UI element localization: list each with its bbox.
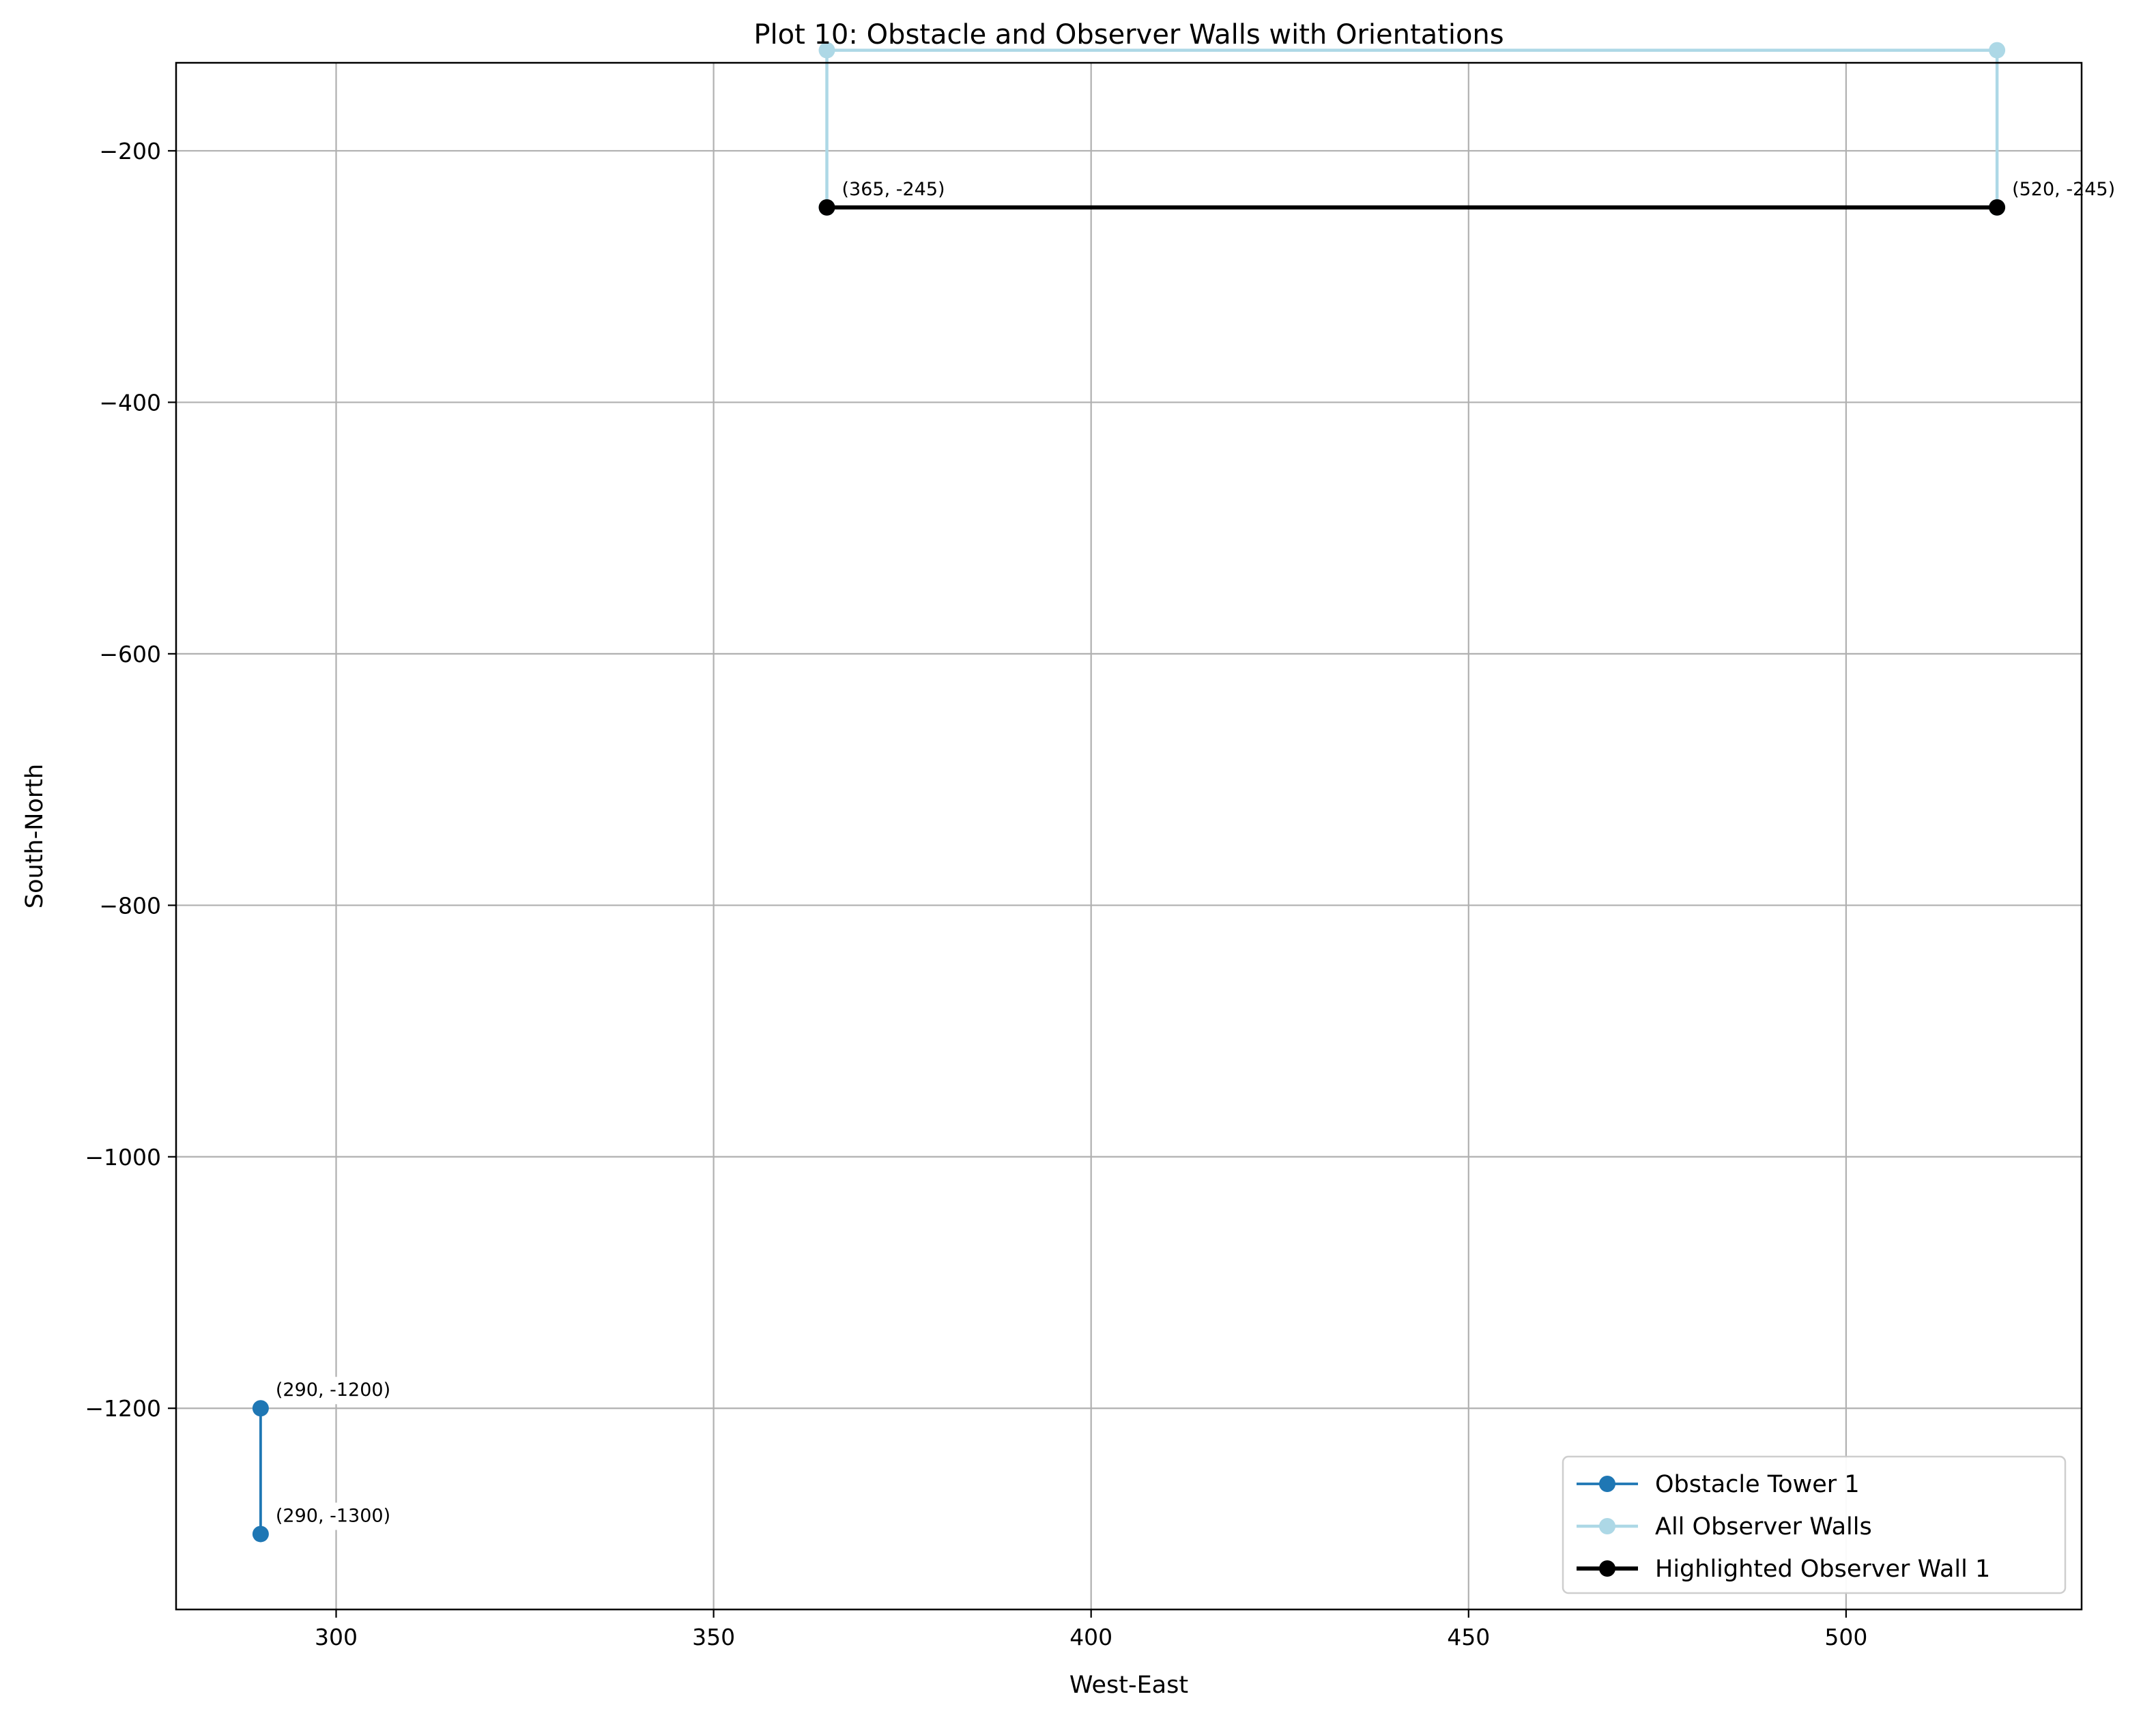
grid-lines <box>176 63 2082 1609</box>
legend-entry-label: Obstacle Tower 1 <box>1655 1471 1860 1498</box>
annotation-background <box>2008 175 2140 203</box>
y-tick-label: −400 <box>99 389 161 416</box>
annotation-label: (290, -1200) <box>276 1379 390 1401</box>
x-tick-label: 500 <box>1824 1624 1867 1650</box>
x-axis-label: West-East <box>1069 1672 1188 1699</box>
legend: Obstacle Tower 1 All Observer Walls Highli… <box>1562 1455 2067 1594</box>
y-tick-label: −800 <box>99 892 161 919</box>
series-layer <box>252 42 2006 1543</box>
annotation-background <box>837 175 971 203</box>
annotations: (365, -245) (520, -245) (290, -1200) (290, … <box>271 175 2140 1530</box>
x-tick-label: 350 <box>692 1624 735 1650</box>
annotation-label: (290, -1300) <box>276 1505 390 1526</box>
series-point <box>818 199 835 216</box>
legend-marker <box>1599 1560 1615 1577</box>
y-tick-label: −600 <box>99 641 161 668</box>
series-point <box>252 1400 269 1417</box>
y-tick-label: −1000 <box>85 1144 161 1171</box>
series-point <box>818 42 835 59</box>
chart-title: Plot 10: Obstacle and Observer Walls wit… <box>753 19 1504 51</box>
x-tick-label: 400 <box>1069 1624 1112 1650</box>
annotation-background <box>271 1377 415 1405</box>
plot-area-frame <box>175 61 2083 1611</box>
legend-marker <box>1599 1518 1615 1534</box>
series-point <box>252 1526 269 1543</box>
y-tick-label: −200 <box>99 138 161 164</box>
y-axis-label: South-North <box>21 764 48 908</box>
x-tick-label: 450 <box>1447 1624 1490 1650</box>
legend-box <box>1562 1455 2067 1594</box>
y-tick-label: −1200 <box>85 1395 161 1422</box>
legend-entry-label: All Observer Walls <box>1655 1513 1872 1541</box>
series-line <box>825 48 1999 207</box>
legend-marker <box>1599 1476 1615 1492</box>
annotation-label: (520, -245) <box>2012 179 2115 200</box>
x-tick-label: 300 <box>315 1624 358 1650</box>
series-point <box>1989 42 2006 59</box>
series-point <box>1989 199 2006 216</box>
axis-ticks: 300 350 400 450 500 −200 −400 −600 −800 −1000 −120… <box>85 138 1867 1650</box>
annotation-background <box>271 1502 415 1530</box>
legend-entry-label: Highlighted Observer Wall 1 <box>1655 1556 1990 1583</box>
annotation-label: (365, -245) <box>842 179 945 200</box>
